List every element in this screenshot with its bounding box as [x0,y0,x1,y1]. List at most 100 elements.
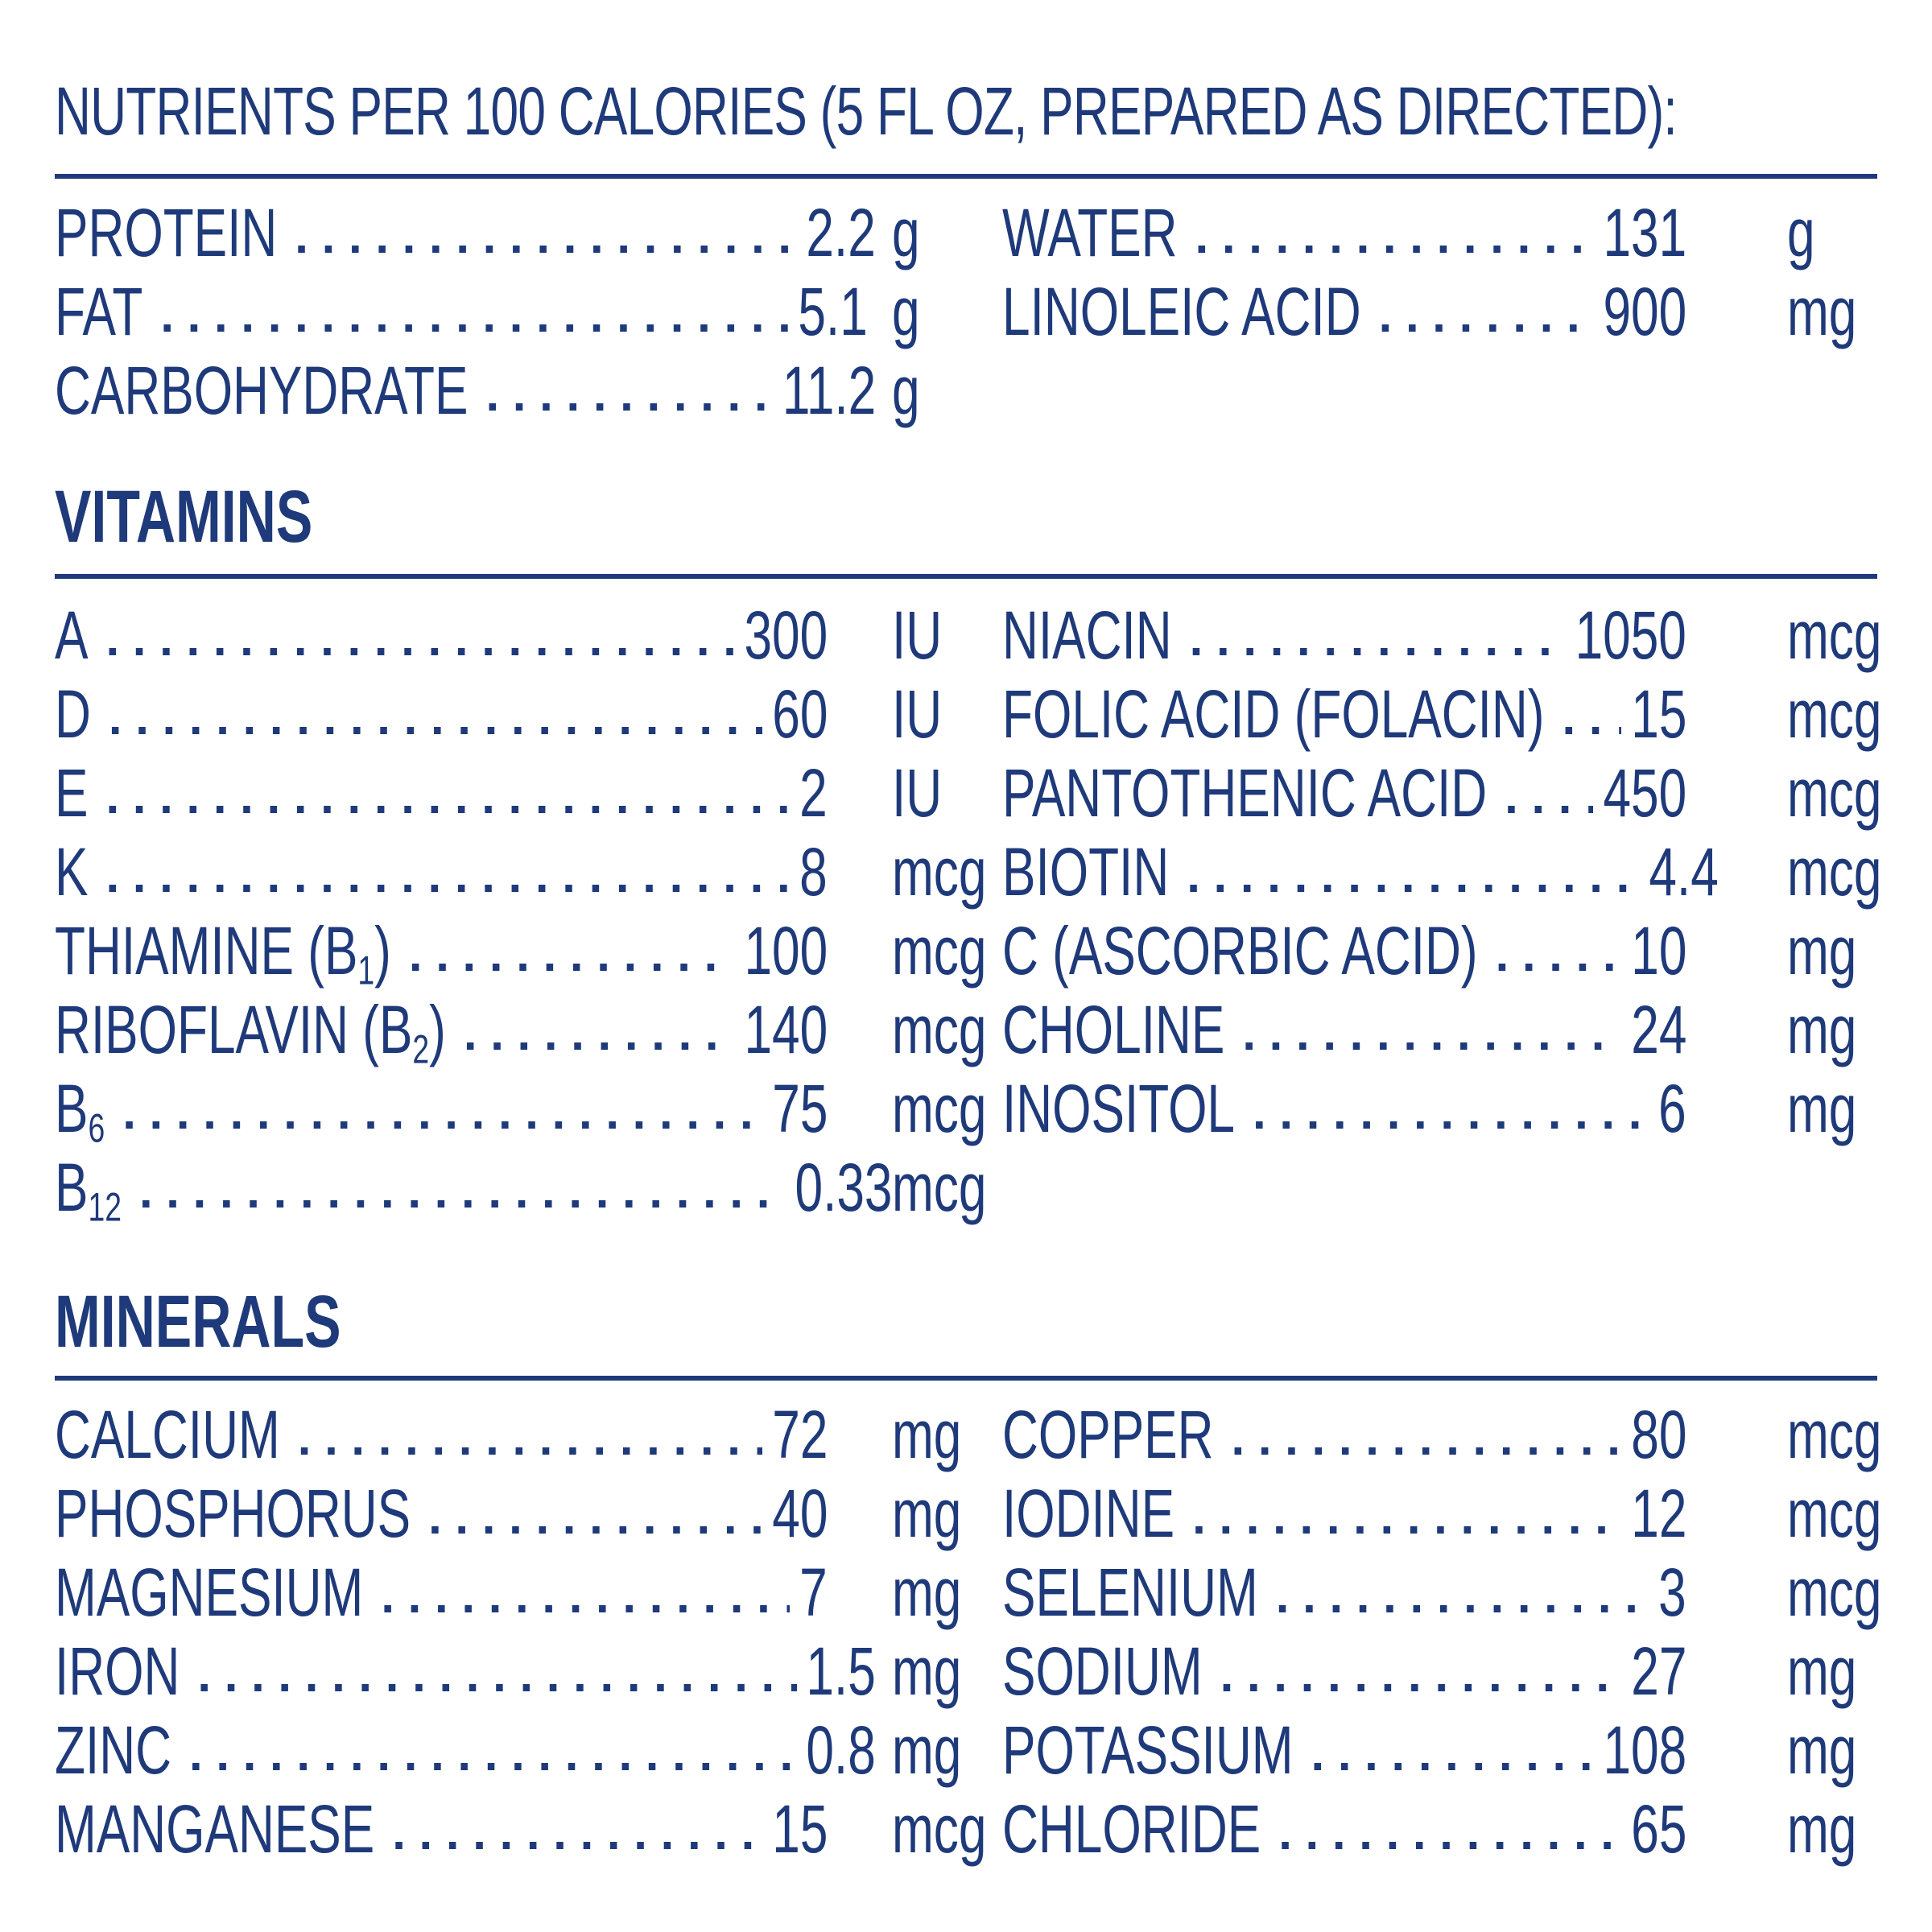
nutrient-value: 72 [771,1397,828,1472]
minerals-right-column: COPPER80mcgIODINE12mcgSELENIUM3mcgSODIUM… [1002,1395,1882,1868]
nutrient-value: 0.33 [795,1150,892,1225]
dot-leader [1190,596,1566,675]
nutrient-value: 15 [771,1791,828,1867]
dot-leader [298,1395,762,1474]
nutrient-unit: mcg [892,1791,987,1867]
nutrient-row: CHLORIDE 65 mg [1002,1790,1880,1868]
nutrient-label: SODIUM [1002,1633,1203,1709]
nutrient-row: PROTEIN 2.2 g [55,193,948,272]
nutrient-value: 0.8 [806,1712,876,1788]
dot-leader [1311,1711,1593,1790]
nutrient-label: WATER [1002,195,1178,270]
nutrient-unit: mg [892,1633,962,1709]
nutrient-unit: mg [1787,913,1857,989]
nutrient-label: C (ASCORBIC ACID) [1002,913,1478,989]
nutrient-value: 1050 [1575,597,1686,673]
nutrient-unit: mcg [1787,1476,1882,1551]
dot-leader [1253,1069,1649,1148]
nutrient-label: NIACIN [1002,597,1172,673]
dot-leader [122,1069,762,1148]
dot-leader [105,596,734,675]
nutrient-row: FAT 5.1 g [55,272,948,351]
nutrient-label: CHLORIDE [1002,1791,1261,1867]
nutrient-row: POTASSIUM 108 mg [1002,1711,1880,1790]
title-rule [55,174,1877,179]
dot-leader [381,1553,790,1632]
dot-leader [1379,272,1594,351]
nutrient-row: SODIUM 27 mg [1002,1632,1880,1711]
nutrient-row: LINOLEIC ACID 900 mg [1002,272,1880,351]
nutrient-label: THIAMINE (B1) [55,911,391,990]
nutrient-label: PHOSPHORUS [55,1476,411,1551]
macros-right-column: WATER 131 g LINOLEIC ACID 900 mg [1002,193,1880,351]
nutrient-label: FAT [55,274,143,349]
nutrient-value: 80 [1630,1397,1686,1472]
nutrient-unit: mcg [892,834,987,910]
nutrient-value: 2.2 [806,195,876,270]
nutrient-value: 5.1 [798,274,868,349]
dot-leader [464,990,734,1069]
panel-title: NUTRIENTS PER 100 CALORIES (5 FL OZ, PRE… [55,73,1678,149]
dot-leader [1187,832,1639,911]
dot-leader [485,351,772,430]
nutrient-row: A 300 IU [55,596,948,675]
vitamins-left-column: A300IUD60IUE2IUK8mcgTHIAMINE (B1)100mcgR… [55,596,986,1227]
nutrient-label: B6 [55,1069,105,1148]
nutrient-subscript: 1 [357,947,375,990]
nutrient-label: E [55,755,89,831]
nutrient-row: B6 75 mcg [55,1069,986,1148]
nutrient-label: ZINC [55,1712,172,1788]
nutrient-value: 15 [1630,676,1686,752]
nutrient-row: THIAMINE (B1) 100 mcg [55,911,986,990]
nutrient-row: COPPER 80 mcg [1002,1395,1881,1474]
dot-leader [409,911,734,990]
nutrient-unit: g [892,195,920,270]
nutrient-row: D 60 IU [55,675,948,753]
nutrient-row: INOSITOL 6 mg [1002,1069,1880,1148]
nutrient-unit: mg [1787,992,1857,1067]
nutrient-value: 1.5 [806,1633,876,1709]
nutrient-unit: IU [892,676,943,752]
nutrient-row: ZINC 0.8 mg [55,1711,961,1790]
nutrient-value: 24 [1630,992,1686,1067]
nutrient-value: 131 [1603,195,1686,270]
nutrient-label: RIBOFLAVIN (B2) [55,990,446,1069]
nutrient-label: PROTEIN [55,195,278,270]
nutrient-value: 108 [1603,1712,1686,1788]
nutrient-label: POTASSIUM [1002,1712,1294,1788]
dot-leader [1505,753,1593,832]
nutrient-row: MAGNESIUM 7 mg [55,1553,961,1632]
nutrient-row: BIOTIN 4.4 mcg [1002,832,1882,911]
nutrient-value: 11.2 [782,353,876,428]
dot-leader [1195,193,1594,272]
dot-leader [1496,911,1621,990]
minerals-rule [55,1376,1877,1381]
nutrient-unit: IU [892,597,943,673]
nutrient-unit: g [892,353,920,428]
nutrient-row: FOLIC ACID (FOLACIN) 15 mcg [1002,675,1881,753]
nutrient-unit: g [892,274,920,349]
nutrient-row: MANGANESE 15 mcg [55,1790,986,1868]
nutrient-unit: mg [1787,1633,1857,1709]
nutrient-value: 60 [771,676,828,752]
nutrient-value: 100 [744,913,828,989]
dot-leader [139,1148,785,1227]
nutrient-value: 75 [771,1071,828,1146]
nutrient-row: IODINE 12 mcg [1002,1474,1882,1553]
nutrient-row: SELENIUM 3 mcg [1002,1553,1881,1632]
vitamins-right-column: NIACIN1050mcgFOLIC ACID (FOLACIN)15mcgPA… [1002,596,1882,1148]
nutrient-unit: mg [892,1397,962,1472]
dot-leader [105,832,790,911]
nutrient-subscript: 6 [88,1104,105,1148]
nutrient-unit: mg [1787,1071,1857,1146]
nutrient-label: INOSITOL [1002,1071,1236,1146]
nutrient-row: PHOSPHORUS 40 mg [55,1474,961,1553]
minerals-heading: MINERALS [55,1281,341,1363]
nutrient-row: RIBOFLAVIN (B2) 140 mcg [55,990,986,1069]
nutrient-unit: IU [892,755,943,831]
nutrient-unit: mg [892,1712,962,1788]
nutrient-unit: mcg [1787,834,1882,910]
dot-leader [392,1790,762,1868]
dot-leader [1220,1632,1621,1711]
